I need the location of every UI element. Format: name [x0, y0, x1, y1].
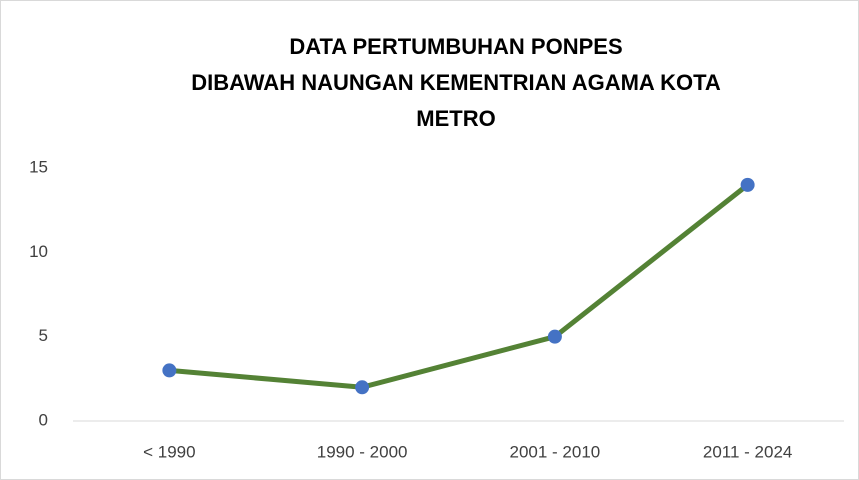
marker [162, 363, 177, 378]
x-tick-label: < 1990 [143, 442, 195, 461]
line [166, 182, 751, 390]
marker [355, 380, 370, 395]
x-tick-label: 1990 - 2000 [317, 442, 408, 461]
y-tick-label: 0 [39, 410, 48, 429]
marker [547, 329, 562, 344]
x-tick-label: 2011 - 2024 [703, 442, 792, 461]
chart-title: METRO [416, 106, 495, 131]
y-tick-label: 5 [39, 326, 48, 345]
x-tick-label: 2001 - 2010 [510, 442, 601, 461]
chart-title: DIBAWAH NAUNGAN KEMENTRIAN AGAMA KOTA [191, 70, 721, 95]
chart-title: DATA PERTUMBUHAN PONPES [289, 34, 622, 59]
y-tick-label: 10 [29, 242, 48, 261]
y-tick-label: 15 [29, 157, 48, 176]
marker [740, 177, 755, 192]
